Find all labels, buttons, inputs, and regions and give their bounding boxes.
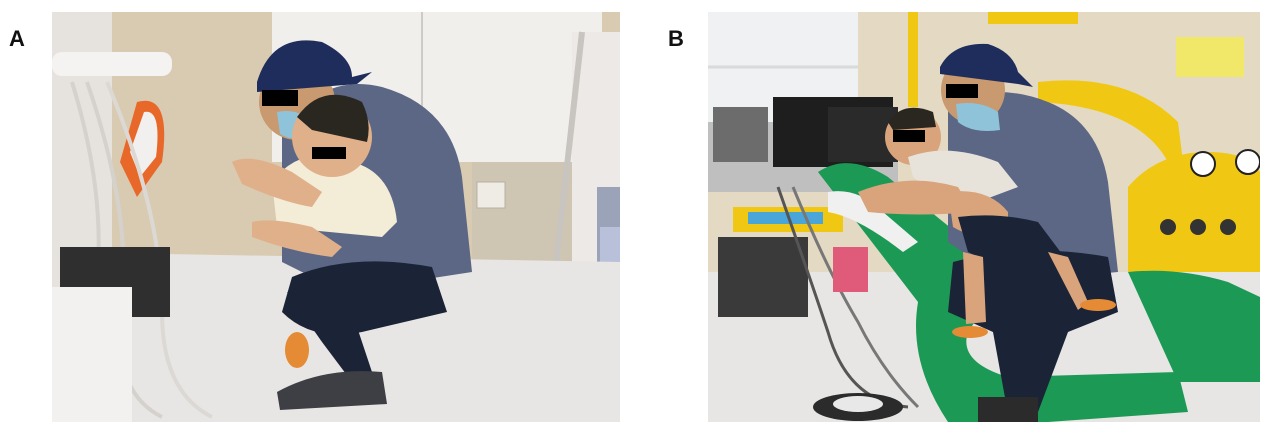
- panel-label-b: B: [668, 26, 684, 51]
- photo-father-child-dental-chair-icon: [708, 12, 1260, 422]
- photo-panel-b: [708, 12, 1260, 422]
- photo-panel-a: [52, 12, 620, 422]
- panel-label-a: A: [9, 26, 25, 51]
- photo-father-hugging-child-icon: [52, 12, 620, 422]
